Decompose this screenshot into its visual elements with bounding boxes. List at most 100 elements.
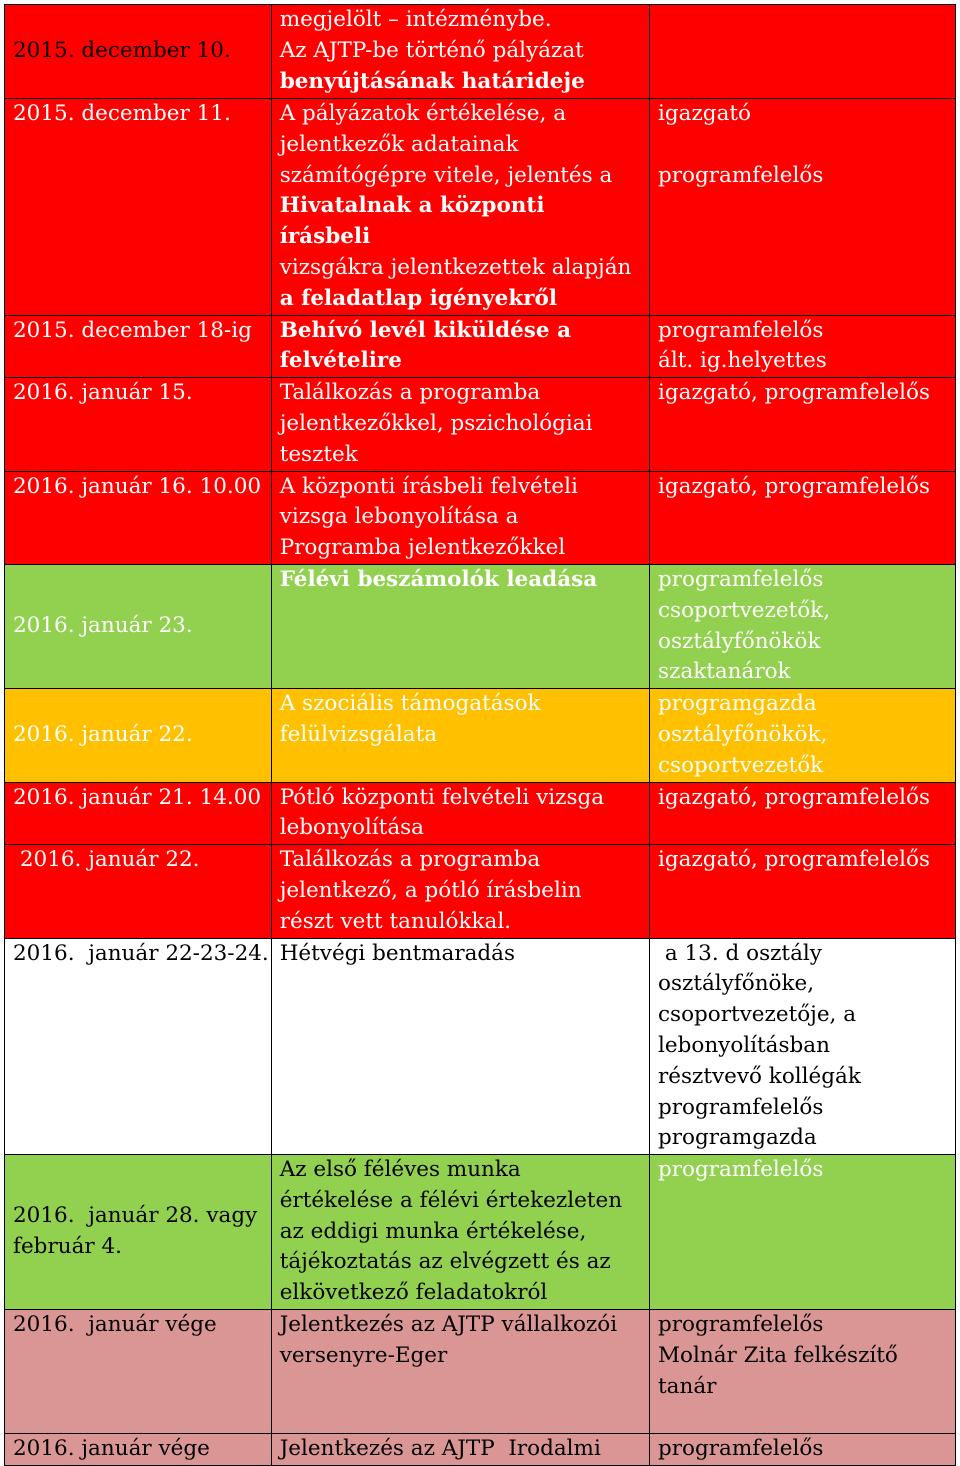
event-line: Jelentkezés az AJTP Irodalmi [279,1436,601,1462]
responsible-cell: programfelelős Molnár Zita felkészítő ta… [649,1309,956,1435]
table-row: 2016. január 22. Találkozás a programba … [4,844,956,939]
responsible-line: csoportvezetők, [658,597,831,623]
date-line: 2015. december 10. [13,37,231,63]
responsible-line: igazgató, programfelelős [658,847,930,873]
event-line-text: Hivatalnak a központi írásbeli [279,193,545,250]
date-cell: 2016. január 23. [4,563,272,690]
event-cell: Jelentkezés az AJTP vállalkozói versenyr… [270,1309,651,1435]
responsible-line: igazgató [658,101,751,126]
responsible-cell: igazgató, programfelelős [649,377,956,472]
event-line: Találkozás a programba [279,847,541,873]
event-line: tájékoztatás az elvégzett és az [279,1249,611,1275]
event-cell: Félévi beszámolók leadása [270,563,651,690]
date-line: 2016. január 16. 10.00 [13,473,262,499]
event-line: Az első féléves munka [279,1157,521,1183]
responsible-line: csoportvezetők [658,752,824,778]
responsible-line: osztályfőnökök [658,628,821,654]
responsible-cell [649,4,956,99]
event-line: versenyre-Eger [279,1342,448,1368]
responsible-line: programfelelős [658,1094,824,1120]
responsible-cell: programfelelős ált. ig.helyettes [649,314,956,379]
table-row: 2015. december 10. megjelölt – intézmény… [4,4,956,99]
responsible-line: programfelelős [658,1157,824,1183]
event-line: számítógépre vitele, jelentés a [279,162,613,188]
responsible-cell: programfelelős [649,1433,956,1466]
event-line: Programba jelentkezőkkel [279,535,566,561]
event-line: értékelése a félévi értekezleten [279,1187,623,1213]
date-cell: 2015. december 10. [4,4,272,99]
responsible-line: osztályfőnökök, [658,721,828,747]
responsible-line: a 13. d osztály [658,940,822,966]
responsible-line: programfelelős [658,566,824,592]
event-line: Hétvégi bentmaradás [279,940,516,966]
table-row: 2016. január 15. Találkozás a programba … [4,377,956,472]
event-cell: A szociális támogatások felülvizsgálata [270,688,651,783]
date-cell: 2015. december 11. [4,98,272,316]
date-line: 2016. január vége [13,1312,217,1338]
responsible-cell: igazgató programfelelős [649,98,956,316]
table-row: 2016. január 22-23-24. Hétvégi bentmarad… [4,937,956,1156]
event-cell: Találkozás a programba jelentkezőkkel, p… [270,377,651,472]
event-cell: Behívó levél kiküldése a felvételire [270,314,651,379]
table-row: 2016. január vége Jelentkezés az AJTP Ir… [4,1433,956,1466]
responsible-line: ált. ig.helyettes [658,348,827,374]
responsible-line: igazgató, programfelelős [658,473,930,499]
event-cell: Pótló központi felvételi vizsga lebonyol… [270,781,651,846]
date-line: 2016. január 21. 14.00 [13,784,262,810]
event-line: benyújtásának határideje [279,68,585,94]
date-cell: 2016. január 22. [4,688,272,783]
responsible-cell: programfelelős [649,1154,956,1311]
event-line: Behívó levél kiküldése a [279,317,571,343]
date-cell: 2016. január vége [4,1309,272,1435]
date-line: 2016. január 22. [13,721,193,747]
event-line: jelentkezők adatainak [279,131,519,157]
event-line: vizsgákra jelentkezettek alapján [279,254,632,280]
date-line: 2016. január 15. [13,380,193,406]
responsible-line: programfelelős [658,317,824,343]
responsible-cell: igazgató, programfelelős [649,844,956,939]
event-cell: Jelentkezés az AJTP Irodalmi [270,1433,651,1466]
date-cell: 2016. január vége [4,1433,272,1466]
responsible-line: osztályfőnöke, [658,971,815,997]
date-cell: 2016. január 21. 14.00 [4,781,272,846]
date-line: 2016. január vége [13,1436,210,1462]
date-cell: 2016. január 15. [4,377,272,472]
table-row: 2016. január vége Jelentkezés az AJTP vá… [4,1309,956,1435]
event-cell: Hétvégi bentmaradás [270,937,651,1156]
event-line: megjelölt – intézménybe. [279,7,552,32]
event-cell: megjelölt – intézménybe. Az AJTP-be tört… [270,4,651,99]
responsible-line [658,130,947,161]
date-cell: 2015. december 18-ig [4,314,272,379]
event-cell: A központi írásbeli felvételi vizsga leb… [270,470,651,565]
responsible-line: programfelelős [658,1312,824,1338]
date-cell: 2016. január 16. 10.00 [4,470,272,565]
event-line: a feladatlap igényekről [279,285,558,311]
responsible-line: szaktanárok [658,659,791,685]
table-row: 2016. január 23. Félévi beszámolók leadá… [4,563,956,690]
table-row: 2016. január 16. 10.00 A központi írásbe… [4,470,956,565]
event-line: Jelentkezés az AJTP vállalkozói [279,1312,618,1338]
responsible-line: Molnár Zita felkészítő [658,1342,898,1368]
responsible-cell: igazgató, programfelelős [649,781,956,846]
responsible-line: tanár [658,1373,717,1399]
date-line: 2016. január 23. [13,613,193,639]
table-row: 2015. december 11. A pályázatok értékelé… [4,98,956,316]
event-line: Félévi beszámolók leadása [279,566,598,592]
responsible-line: lebonyolításban [658,1032,830,1058]
event-line: A központi írásbeli felvételi [279,473,578,499]
event-line: Az AJTP-be történő pályázat [279,37,584,63]
event-cell: Az első féléves munka értékelése a félév… [270,1154,651,1311]
date-line: 2016. január 28. vagy [13,1203,258,1229]
table-row: 2016. január 22. A szociális támogatások… [4,688,956,783]
event-line: elkövetkező feladatokról [279,1280,548,1306]
event-line: Hivatalnak a központi írásbeli [280,191,641,253]
event-line: lebonyolítása [279,815,424,841]
event-line: felülvizsgálata [279,721,438,747]
event-line: A szociális támogatások [279,691,541,717]
event-cell: A pályázatok értékelése, a jelentkezők a… [270,98,651,316]
responsible-line: programgazda [658,1125,817,1151]
event-line: felvételire [279,348,402,374]
table-row: 2015. december 18-ig Behívó levél kiküld… [4,314,956,379]
event-line: vizsga lebonyolítása a [279,504,519,530]
responsible-cell: igazgató, programfelelős [649,470,956,565]
